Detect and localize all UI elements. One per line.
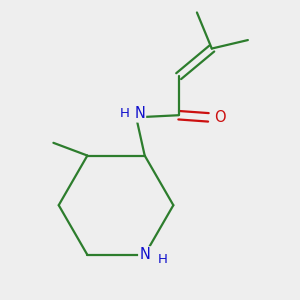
Text: N: N xyxy=(139,247,150,262)
Text: H: H xyxy=(158,253,167,266)
Text: O: O xyxy=(214,110,226,125)
Text: N: N xyxy=(134,106,145,122)
Text: H: H xyxy=(119,107,129,120)
